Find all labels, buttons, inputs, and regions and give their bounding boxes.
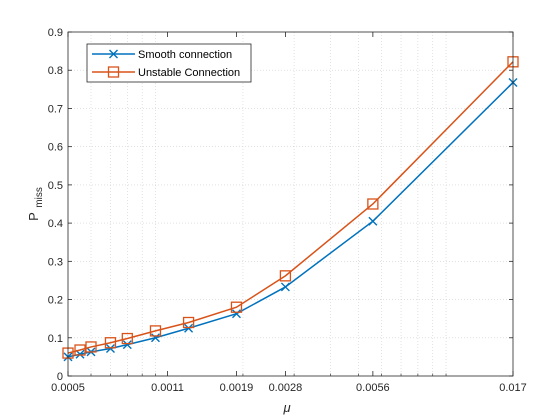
series-0-point: [105, 343, 115, 353]
series-1-point: [85, 341, 97, 353]
series-0-point: [122, 340, 132, 350]
series-0-point-stroke: [105, 343, 115, 353]
plot-frame: [67, 31, 514, 377]
y-axis-label-main: P: [26, 212, 41, 221]
legend: Smooth connection Unstable Connection: [86, 43, 252, 83]
series-1-point: [230, 301, 243, 313]
y-tick-label: 0.1: [48, 333, 63, 345]
y-tick-label: 0.5: [48, 180, 63, 192]
x-tick-label: 0.017: [499, 382, 527, 394]
legend-marker-symbol-stroke: [109, 49, 118, 59]
series-0-point-stroke: [75, 349, 85, 359]
legend-label-smooth: Smooth connection: [138, 49, 232, 61]
series-0-point: [75, 349, 85, 359]
series-0-point: [184, 323, 194, 333]
series-1-point: [149, 325, 162, 337]
series-0-point-stroke: [122, 340, 132, 350]
x-tick-label: 0.0056: [356, 382, 390, 394]
y-tick-label: 0.9: [48, 27, 63, 39]
grid-layer: [68, 32, 513, 376]
x-tick-label: 0.0011: [151, 382, 184, 394]
x-tick-label: 0.0028: [269, 382, 303, 394]
y-tick-label: 0: [57, 371, 63, 383]
legend-marker-smooth: [109, 49, 118, 59]
series-1-point: [104, 337, 117, 349]
series-line-0: [67, 81, 514, 358]
legend-label-unstable: Unstable Connection: [138, 67, 240, 79]
series-1-point: [121, 332, 133, 345]
y-tick-label: 0.2: [48, 295, 63, 307]
series-0-point: [280, 282, 290, 292]
y-tick-label: 0.7: [48, 103, 63, 115]
series-layer: [62, 56, 519, 362]
y-axis-label-subscript: miss: [34, 187, 45, 208]
legend-box: [86, 43, 252, 83]
series-0-point: [231, 309, 241, 319]
series-1-point: [74, 344, 86, 356]
series-0-point-stroke: [150, 333, 160, 343]
series-line-1: [67, 61, 514, 354]
series-1-point: [279, 270, 292, 282]
series-0-point-stroke: [184, 323, 194, 333]
y-tick-label: 0.4: [48, 218, 63, 230]
series-0-point-stroke: [280, 282, 290, 292]
legend-marker-unstable: [107, 66, 120, 78]
legend-marker-symbol: [107, 66, 120, 78]
series-1-point: [367, 198, 379, 210]
x-axis-label: μ: [282, 400, 290, 415]
y-tick-label: 0.8: [48, 65, 63, 77]
x-tick-label: 0.0019: [220, 382, 254, 394]
legend-marker-symbol: [109, 49, 118, 59]
series-0-point: [150, 333, 160, 343]
y-tick-label: 0.3: [48, 256, 63, 268]
series-0-point: [368, 216, 378, 226]
tick-layer: 0 0.1 0.2 0.3 0.4 0.5 0.6 0.7 0.8 0.9 0.0005 0.0011…: [48, 27, 527, 394]
y-axis-label: P miss: [25, 187, 45, 221]
series-0-point-stroke: [368, 216, 378, 226]
y-tick-label: 0.6: [48, 142, 63, 154]
series-1-point: [182, 316, 195, 329]
x-tick-label: 0.0005: [51, 382, 85, 394]
series-0-point-stroke: [231, 309, 241, 319]
